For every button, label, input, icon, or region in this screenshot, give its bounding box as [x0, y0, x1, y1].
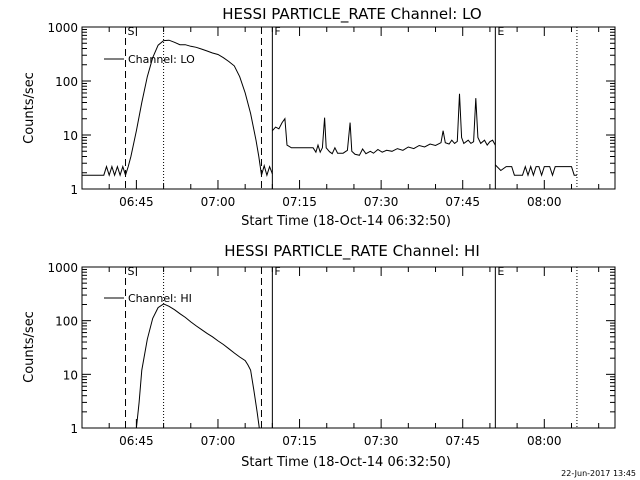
x-tick-label: 07:45 [445, 434, 480, 448]
y-axis-label: Counts/sec [22, 311, 37, 383]
legend: Channel: HI [104, 292, 192, 305]
y-tick-label: 1000 [47, 261, 78, 275]
y-tick-label: 10 [63, 129, 78, 143]
series-line [494, 164, 577, 177]
plot-frame [81, 266, 616, 429]
y-axis-label: Counts/sec [22, 72, 37, 144]
legend: Channel: LO [104, 53, 195, 66]
y-tick-label: 1 [70, 183, 78, 197]
x-tick-label: 08:00 [527, 195, 562, 209]
x-axis-label: Start Time (18-Oct-14 06:32:50) [241, 455, 451, 470]
x-tick-label: 07:15 [282, 434, 317, 448]
x-tick-label: 07:15 [282, 195, 317, 209]
y-tick-label: 1000 [47, 21, 78, 35]
x-tick-label: 06:45 [119, 195, 154, 209]
legend-label: Channel: HI [128, 292, 192, 305]
x-tick-label: 07:30 [364, 434, 399, 448]
x-tick-label: 07:30 [364, 195, 399, 209]
x-tick-label: 07:45 [445, 195, 480, 209]
panel-channel-hi: HESSI PARTICLE_RATE Channel: HI Start Ti… [22, 242, 616, 470]
y-tick-label: 100 [55, 75, 78, 89]
x-tick-label: 07:00 [201, 195, 236, 209]
event-marker-label: E [497, 265, 504, 278]
chart-title: HESSI PARTICLE_RATE Channel: LO [222, 5, 481, 24]
y-tick-label: 1 [70, 422, 78, 436]
series-line [272, 93, 496, 156]
y-tick-label: 10 [63, 368, 78, 382]
x-tick-label: 07:00 [201, 434, 236, 448]
x-tick-label: 08:00 [527, 434, 562, 448]
event-marker-label: F [274, 265, 280, 278]
chart-title: HESSI PARTICLE_RATE Channel: HI [224, 242, 480, 261]
plot-frame [81, 26, 616, 190]
legend-label: Channel: LO [128, 53, 195, 66]
event-marker-label: F [274, 25, 280, 38]
event-marker-label: S [128, 25, 135, 38]
series-line [135, 303, 260, 429]
y-tick-label: 100 [55, 315, 78, 329]
x-axis-label: Start Time (18-Oct-14 06:32:50) [241, 214, 451, 229]
generation-timestamp: 22-Jun-2017 13:45 [561, 469, 636, 478]
event-marker-label: E [497, 25, 504, 38]
panel-channel-lo: HESSI PARTICLE_RATE Channel: LO Start Ti… [22, 5, 616, 229]
series-line [82, 39, 273, 177]
event-marker-label: S [128, 265, 135, 278]
x-tick-label: 06:45 [119, 434, 154, 448]
